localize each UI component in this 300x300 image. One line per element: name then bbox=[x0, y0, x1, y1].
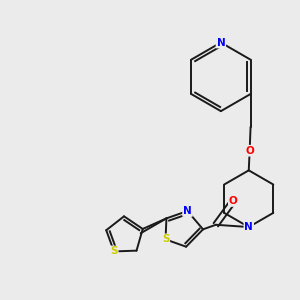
Text: N: N bbox=[183, 206, 192, 216]
Text: O: O bbox=[245, 146, 254, 156]
Text: N: N bbox=[244, 222, 253, 232]
Text: S: S bbox=[110, 246, 118, 256]
Text: N: N bbox=[217, 38, 225, 47]
Text: O: O bbox=[229, 196, 238, 206]
Text: S: S bbox=[162, 234, 169, 244]
